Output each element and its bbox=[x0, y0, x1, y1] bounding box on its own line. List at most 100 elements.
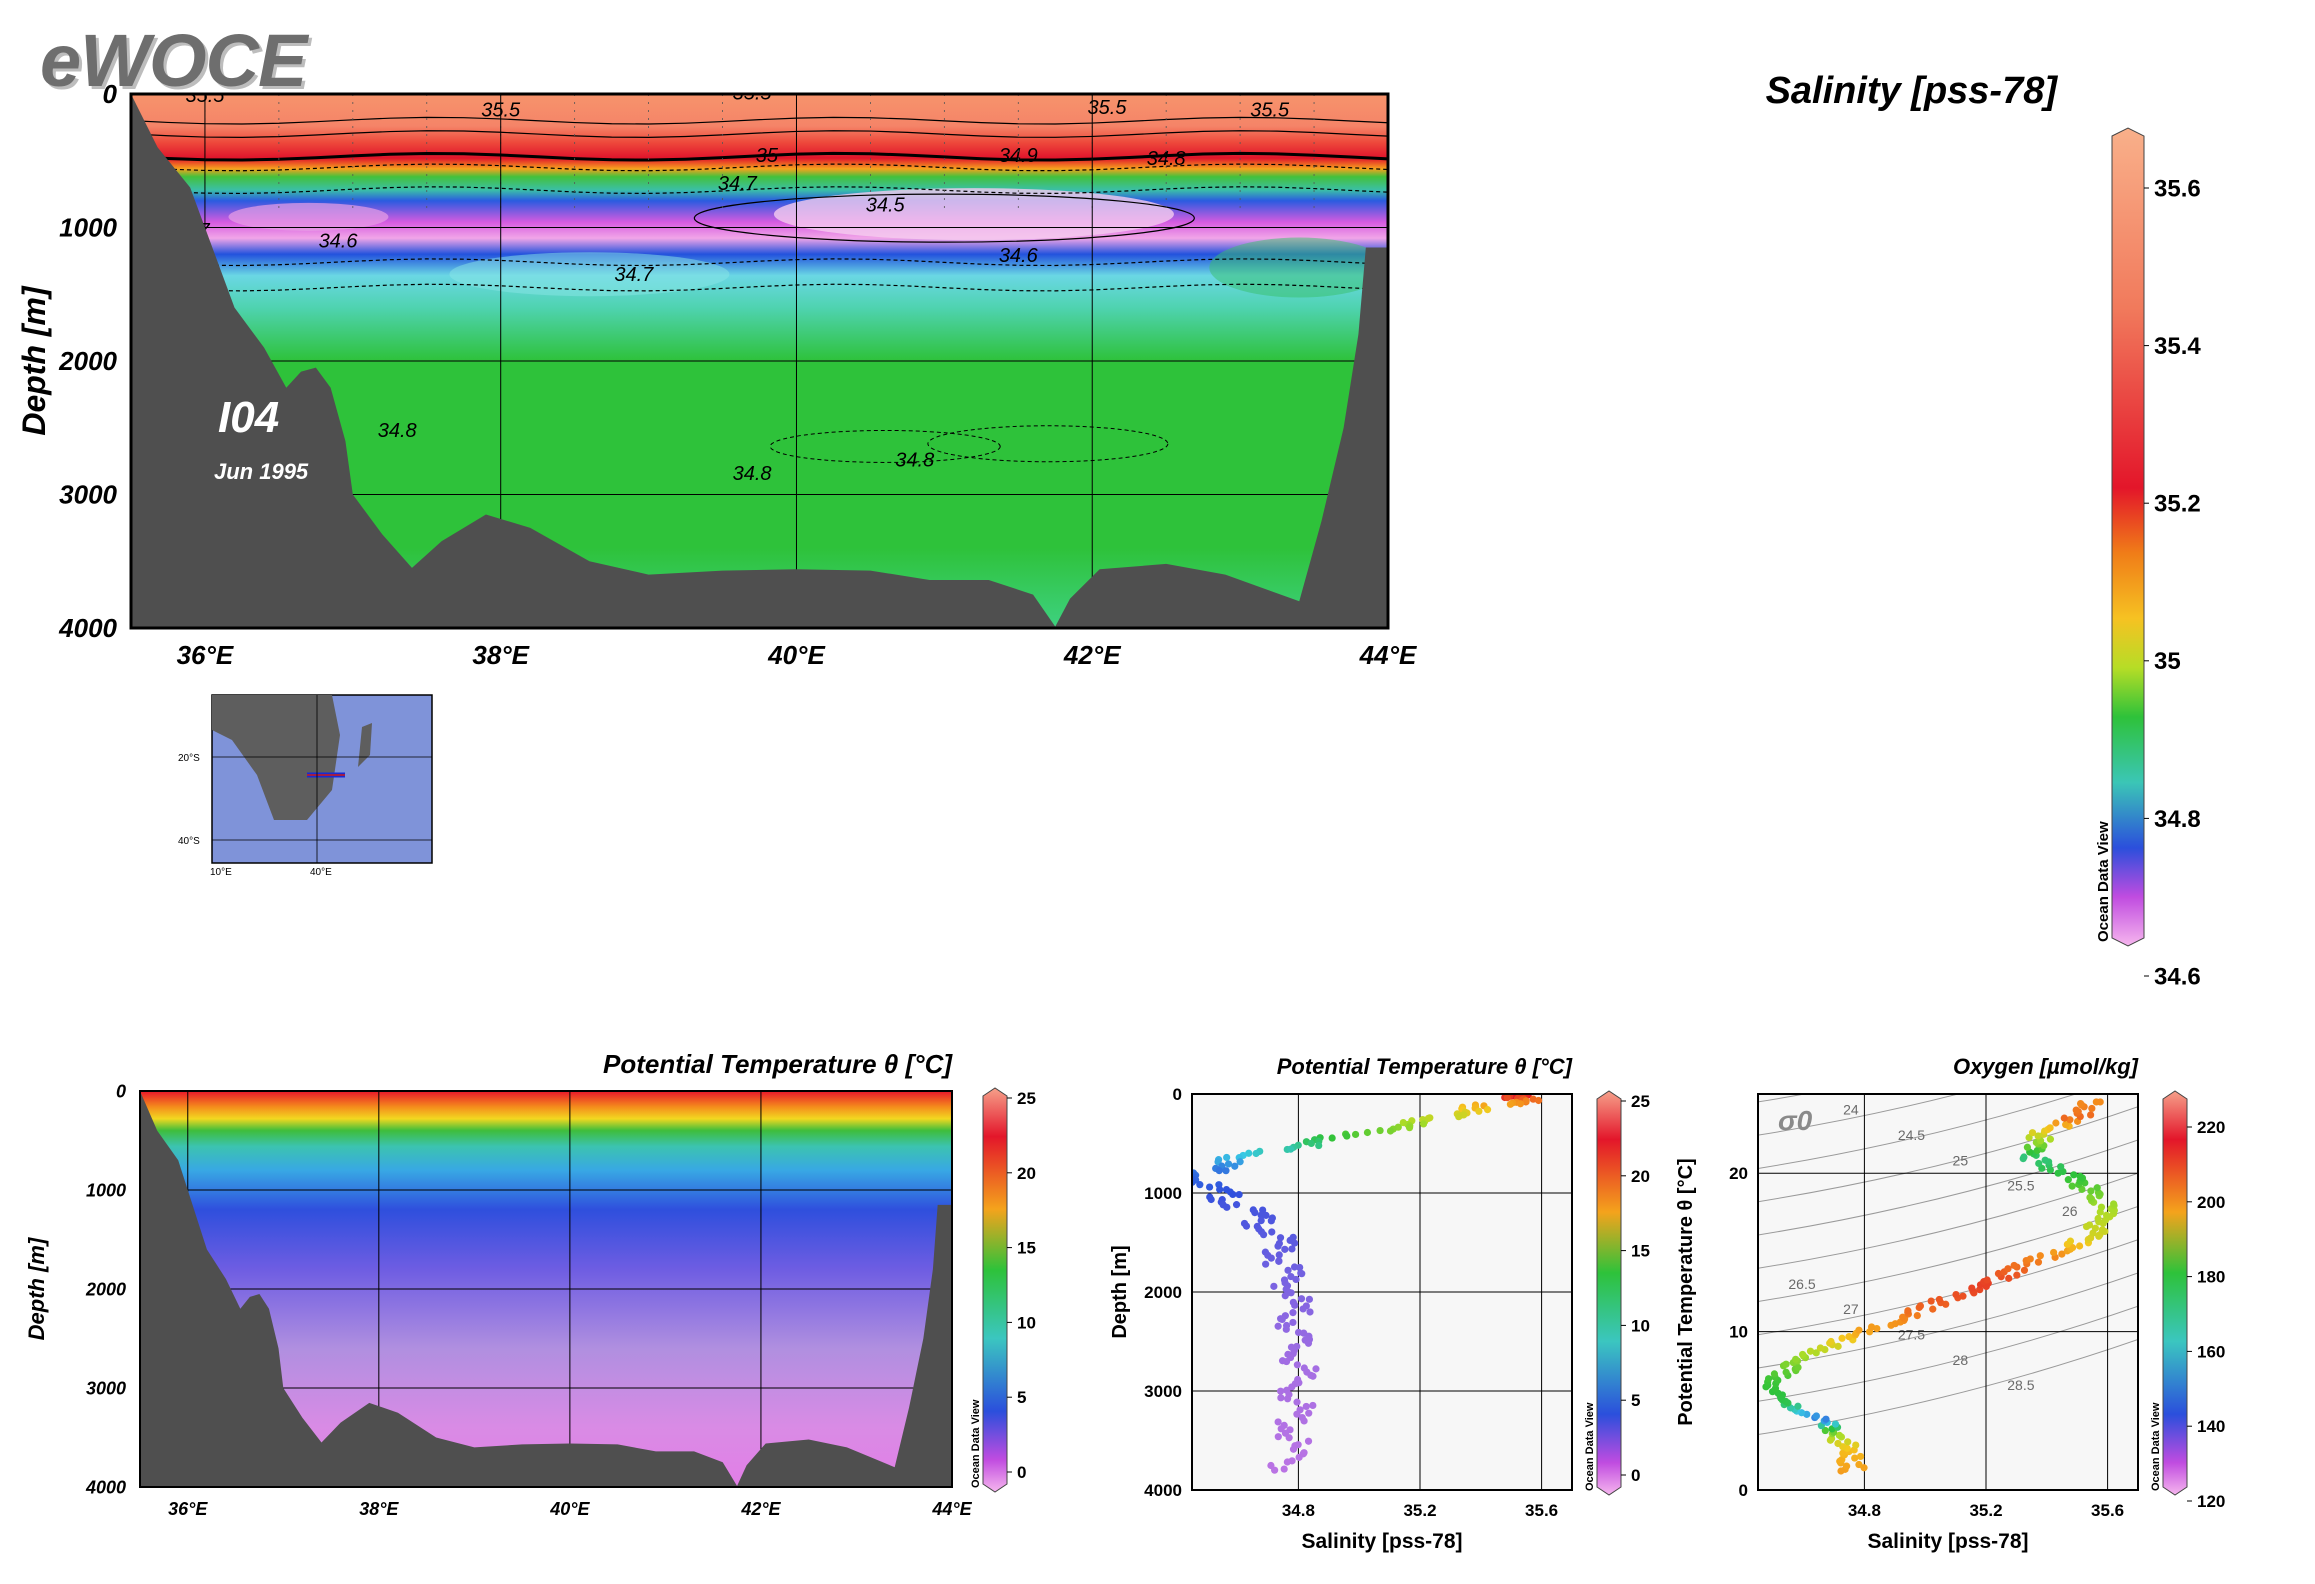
salinity-depth-title: Potential Temperature θ [°C] bbox=[1277, 1054, 1573, 1079]
salinity-depth-point bbox=[1245, 1149, 1253, 1157]
salinity-depth-frame bbox=[1191, 1093, 1573, 1491]
salinity-contour-label: 34.8 bbox=[733, 463, 772, 485]
ts-oxygen-point bbox=[1827, 1337, 1835, 1346]
ts-oxygen-point bbox=[1844, 1438, 1852, 1446]
salinity-depth-point bbox=[1304, 1339, 1313, 1347]
salinity-depth-x-axis-label: Salinity [pss-78] bbox=[1301, 1530, 1462, 1553]
cruise-date: Jun 1995 bbox=[214, 459, 309, 484]
salinity-depth-point bbox=[1309, 1401, 1317, 1410]
ts-oxygen-point bbox=[2072, 1106, 2080, 1114]
salinity-depth-point bbox=[1522, 1097, 1530, 1105]
ts-oxygen-density-label: 28 bbox=[1953, 1352, 1969, 1368]
ts-oxygen-colorbar-label: 120 bbox=[2197, 1492, 2225, 1511]
salinity-colorbar-label: 35.6 bbox=[2154, 175, 2201, 202]
salinity-depth-point bbox=[1267, 1254, 1275, 1262]
ts-oxygen-point bbox=[2046, 1124, 2054, 1132]
salinity-contour-label: 35 bbox=[756, 145, 779, 167]
salinity-depth-point bbox=[1343, 1132, 1351, 1140]
ts-oxygen-point bbox=[2035, 1159, 2043, 1168]
salinity-x-tick-label: 36°E bbox=[177, 640, 234, 670]
temperature-x-tick-label: 44°E bbox=[931, 1499, 972, 1519]
salinity-depth-x-tick-label: 35.2 bbox=[1403, 1501, 1436, 1520]
ts-oxygen-point bbox=[2075, 1242, 2084, 1250]
ts-oxygen-colorbar-label: 140 bbox=[2197, 1417, 2225, 1436]
ts-oxygen-y-axis-label: Potential Temperature θ [°C] bbox=[1675, 1158, 1697, 1425]
ts-oxygen-density-label: 25 bbox=[1953, 1152, 1969, 1168]
ts-oxygen-colorbar bbox=[2162, 1090, 2188, 1496]
ts-oxygen-point bbox=[1860, 1464, 1868, 1472]
ts-oxygen-density-label: 27 bbox=[1843, 1301, 1859, 1317]
ts-oxygen-point bbox=[2088, 1104, 2096, 1113]
temperature-colorbar bbox=[982, 1087, 1008, 1493]
salinity-depth-point bbox=[1386, 1127, 1395, 1135]
ts-oxygen-density-label: 25.5 bbox=[2007, 1178, 2034, 1194]
ts-oxygen-title: Oxygen [µmol/kg] bbox=[1953, 1054, 2139, 1079]
salinity-depth-point bbox=[1196, 1181, 1204, 1189]
ts-oxygen-point bbox=[2028, 1129, 2037, 1137]
ts-oxygen-point bbox=[2091, 1224, 2099, 1232]
ts-oxygen-point bbox=[2020, 1153, 2028, 1161]
temperature-colorbar-label: 0 bbox=[1017, 1463, 1026, 1482]
ts-oxygen-point bbox=[1782, 1368, 1790, 1376]
salinity-depth-point bbox=[1282, 1325, 1290, 1333]
temperature-bathymetry bbox=[140, 1091, 952, 1487]
ts-oxygen-point bbox=[2020, 1266, 2029, 1274]
ts-oxygen-point bbox=[2004, 1265, 2012, 1273]
salinity-depth-point bbox=[1287, 1289, 1295, 1297]
salinity-depth-x-tick-label: 35.6 bbox=[1525, 1501, 1558, 1520]
salinity-depth-point bbox=[1426, 1114, 1434, 1122]
temperature-y-tick-label: 3000 bbox=[86, 1378, 126, 1398]
salinity-depth-point bbox=[1215, 1167, 1223, 1175]
ts-oxygen-density-contour bbox=[1758, 1094, 2078, 1169]
temperature-frame bbox=[139, 1090, 953, 1488]
salinity-depth-point bbox=[1277, 1425, 1285, 1433]
ts-oxygen-point bbox=[1770, 1370, 1779, 1378]
ts-oxygen-point bbox=[2076, 1099, 2085, 1108]
ts-oxygen-point bbox=[1812, 1349, 1820, 1357]
salinity-depth-point bbox=[1275, 1251, 1283, 1259]
ts-oxygen-point bbox=[1838, 1334, 1846, 1342]
salinity-depth-y-axis-label: Depth [m] bbox=[1109, 1245, 1131, 1338]
salinity-depth-point bbox=[1274, 1242, 1282, 1250]
salinity-depth-point bbox=[1236, 1158, 1244, 1166]
salinity-contour-label: 34.7 bbox=[614, 264, 654, 286]
ts-oxygen-point bbox=[1794, 1402, 1802, 1410]
salinity-depth-point bbox=[1306, 1308, 1314, 1316]
salinity-depth-point bbox=[1516, 1100, 1525, 1108]
salinity-contour-label: 34.6 bbox=[999, 245, 1039, 267]
inset-lat-label: 20°S bbox=[178, 753, 200, 764]
salinity-colorbar-label: 35.4 bbox=[2154, 333, 2201, 360]
main-chart-title: Salinity [pss-78] bbox=[1765, 70, 2057, 112]
salinity-x-tick-label: 42°E bbox=[1063, 640, 1121, 670]
ts-oxygen-point bbox=[1845, 1333, 1853, 1341]
ts-oxygen-x-tick-label: 34.8 bbox=[1848, 1501, 1881, 1520]
ts-oxygen-point bbox=[1904, 1307, 1912, 1315]
salinity-depth-point bbox=[1293, 1398, 1301, 1406]
ts-oxygen-point bbox=[2058, 1250, 2066, 1258]
salinity-depth-point bbox=[1475, 1107, 1483, 1115]
salinity-colorbar bbox=[2111, 127, 2145, 947]
ts-oxygen-point bbox=[1935, 1295, 1943, 1304]
salinity-depth-point bbox=[1284, 1266, 1292, 1274]
inset-lon-label: 10°E bbox=[210, 867, 232, 878]
salinity-depth-colorbar bbox=[1596, 1090, 1622, 1496]
temperature-colorbar-label: 5 bbox=[1017, 1388, 1026, 1407]
salinity-depth-point bbox=[1304, 1437, 1313, 1445]
ts-oxygen-density-contour bbox=[1758, 1272, 2138, 1369]
salinity-depth-point bbox=[1376, 1126, 1384, 1135]
ts-oxygen-point bbox=[2094, 1214, 2102, 1223]
ts-oxygen-point bbox=[2064, 1176, 2072, 1184]
temperature-y-tick-label: 2000 bbox=[85, 1279, 126, 1299]
ts-oxygen-point bbox=[1822, 1415, 1830, 1423]
inset-madagascar bbox=[358, 723, 372, 767]
ts-oxygen-density-contour bbox=[1758, 1139, 2138, 1236]
salinity-contour-label: 35.5 bbox=[733, 82, 773, 104]
ts-oxygen-point bbox=[2034, 1132, 2042, 1140]
salinity-contour-line bbox=[131, 130, 1388, 138]
salinity-depth-colorbar-label: 25 bbox=[1631, 1092, 1650, 1111]
salinity-depth-point bbox=[1271, 1466, 1279, 1474]
temperature-y-tick-label: 0 bbox=[116, 1081, 126, 1101]
salinity-depth-point bbox=[1315, 1141, 1323, 1150]
salinity-fresh-core-west bbox=[228, 202, 389, 231]
